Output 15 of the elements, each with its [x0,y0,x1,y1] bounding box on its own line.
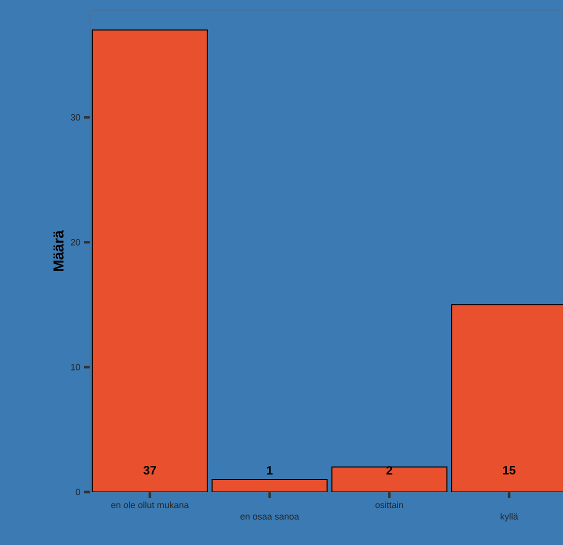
y-tick-label: 0 [76,488,80,496]
x-tick-label: kyllä [500,512,518,522]
x-tick-label: osittain [375,502,404,508]
y-axis-title: Määrä [53,230,64,271]
x-tick-label: en osaa sanoa [240,514,300,520]
bar [92,30,208,492]
data-label: 1 [267,466,273,474]
y-tick-label: 20 [70,239,80,246]
bar [332,467,447,492]
y-tick-label: 30 [70,114,80,121]
bar [212,479,328,492]
x-tick-label: en ole ollut mukana [111,502,189,508]
y-tick-label: 10 [71,364,80,370]
data-label: 37 [143,466,156,474]
data-label: 15 [503,466,516,474]
